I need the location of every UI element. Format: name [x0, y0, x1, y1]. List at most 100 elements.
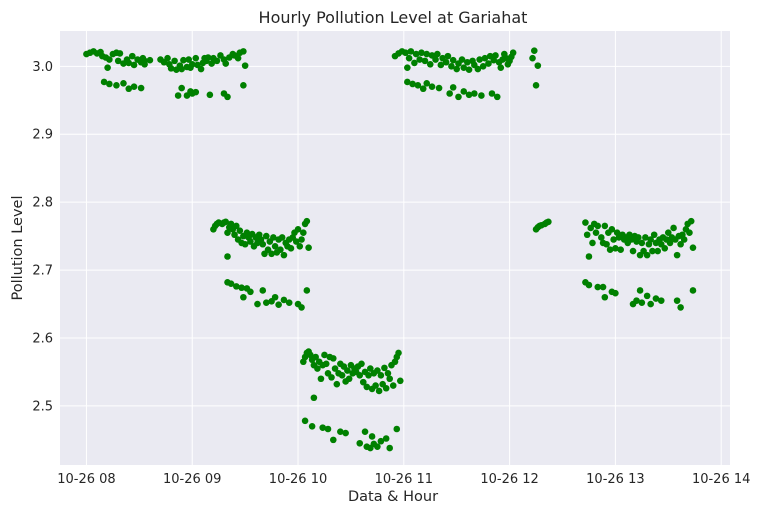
data-point — [386, 444, 394, 452]
data-point — [292, 238, 300, 245]
data-point — [305, 244, 312, 251]
x-tick-label: 10-26 14 — [692, 472, 750, 487]
data-point — [446, 90, 453, 97]
data-point — [384, 370, 392, 377]
data-point — [285, 299, 293, 306]
data-point — [583, 231, 591, 239]
data-point — [448, 63, 455, 70]
data-point — [661, 245, 669, 252]
data-point — [449, 56, 457, 64]
plot-area — [60, 31, 730, 465]
data-point — [381, 364, 388, 372]
data-point — [298, 236, 305, 243]
data-point — [426, 60, 434, 68]
data-point — [434, 50, 441, 58]
data-point — [342, 429, 349, 437]
data-point — [247, 238, 254, 245]
x-tick-label: 10-26 13 — [586, 472, 644, 487]
data-point — [545, 218, 552, 226]
data-point — [650, 231, 658, 239]
data-point — [358, 360, 365, 368]
data-point — [677, 240, 684, 248]
data-point — [608, 226, 616, 233]
data-point — [657, 297, 665, 304]
y-tick-labels: 2.5 2.6 2.7 2.8 2.9 3.0 — [32, 60, 53, 415]
x-tick-label: 10-26 10 — [269, 472, 327, 487]
data-point — [409, 80, 416, 88]
data-point — [488, 90, 496, 97]
data-point — [534, 62, 542, 69]
data-point — [224, 253, 231, 260]
data-point — [241, 240, 249, 248]
data-point — [442, 58, 450, 66]
data-point — [509, 49, 517, 57]
data-point — [377, 437, 385, 445]
data-point — [125, 59, 133, 67]
data-point — [386, 375, 394, 383]
data-point — [421, 57, 429, 65]
data-point — [670, 224, 677, 232]
data-point — [113, 82, 120, 89]
data-point — [529, 54, 536, 62]
data-point — [222, 60, 230, 67]
data-point — [275, 301, 282, 309]
data-point — [114, 57, 122, 65]
data-point — [141, 60, 148, 68]
data-point — [437, 61, 445, 69]
data-point — [233, 283, 240, 290]
data-point — [372, 382, 379, 389]
data-point — [271, 293, 279, 301]
data-point — [652, 295, 660, 302]
data-point — [120, 80, 127, 87]
data-point — [241, 62, 249, 69]
data-point — [206, 91, 214, 99]
data-point — [254, 300, 261, 308]
data-point — [418, 49, 425, 57]
data-point — [638, 299, 646, 306]
data-point — [185, 56, 193, 63]
data-point — [338, 372, 346, 379]
data-point — [106, 56, 113, 63]
data-point — [192, 54, 200, 62]
data-point — [642, 234, 649, 241]
data-point — [612, 245, 619, 252]
data-point — [597, 234, 605, 241]
data-point — [633, 297, 640, 304]
data-point — [259, 287, 267, 294]
data-point — [647, 236, 654, 243]
data-point — [280, 251, 288, 259]
data-point — [280, 296, 288, 304]
data-point — [377, 372, 385, 379]
chart-title: Hourly Pollution Level at Gariahat — [259, 8, 528, 27]
data-point — [277, 246, 284, 253]
data-point — [396, 377, 404, 385]
data-point — [310, 394, 318, 402]
data-point — [589, 239, 596, 247]
data-point — [606, 246, 614, 253]
data-point — [374, 443, 381, 450]
data-point — [530, 47, 538, 54]
data-point — [673, 251, 681, 259]
data-point — [402, 49, 409, 57]
data-point — [428, 83, 436, 90]
data-point — [361, 428, 369, 436]
data-point — [174, 92, 182, 99]
data-point — [664, 229, 672, 237]
data-point — [296, 243, 304, 250]
data-point — [100, 78, 108, 86]
data-point — [180, 56, 187, 64]
data-point — [270, 234, 277, 241]
data-point — [192, 88, 200, 96]
data-point — [382, 384, 390, 392]
y-tick-label: 2.6 — [32, 331, 53, 346]
data-point — [532, 82, 540, 89]
data-point — [404, 78, 411, 86]
data-point — [236, 227, 244, 234]
data-point — [164, 54, 171, 62]
data-point — [227, 220, 235, 228]
data-point — [603, 240, 610, 248]
data-point — [213, 57, 221, 65]
data-point — [423, 80, 431, 87]
data-point — [227, 280, 235, 287]
